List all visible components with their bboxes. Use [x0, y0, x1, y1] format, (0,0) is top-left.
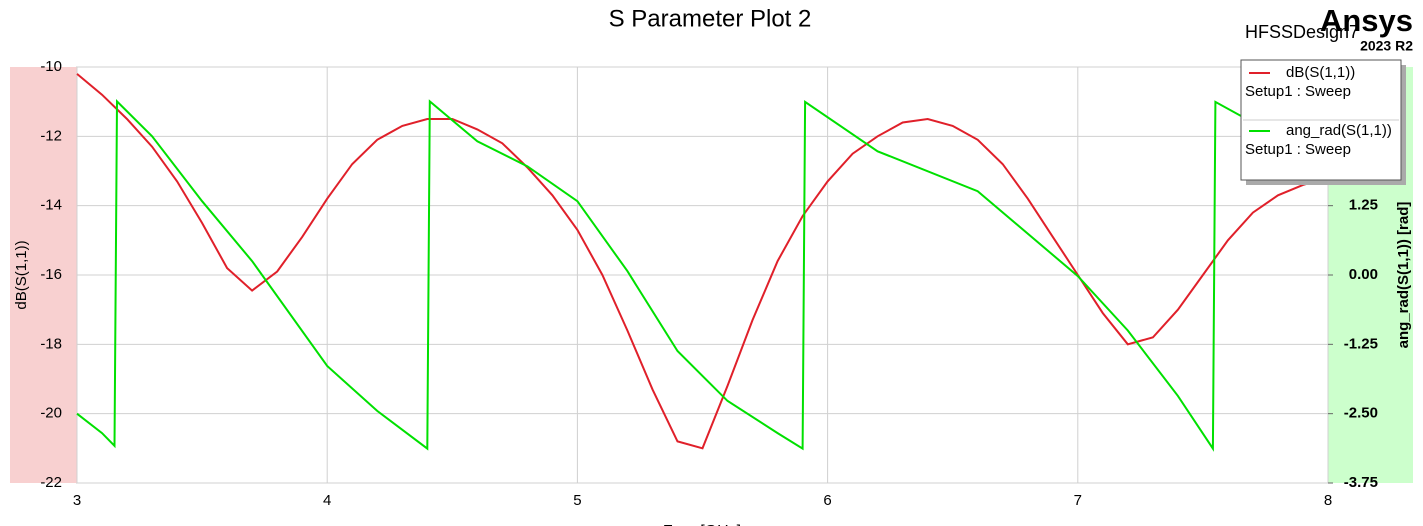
y2-tick-label: 1.25 — [1349, 197, 1378, 214]
series-line — [76, 73, 1329, 450]
legend-label: dB(S(1,1)) — [1286, 64, 1355, 81]
y2-tick-label: -1.25 — [1344, 335, 1378, 352]
x-axis-label: Freq [GHz] — [663, 523, 741, 526]
y2-axis-label: ang_rad(S(1,1)) [rad] — [1395, 202, 1412, 349]
y-tick-label: -14 — [40, 197, 62, 214]
legend-setup: Setup1 : Sweep — [1245, 141, 1351, 158]
legend-label: ang_rad(S(1,1)) — [1286, 122, 1392, 139]
y2-tick-label: -2.50 — [1344, 405, 1378, 422]
y-tick-label: -20 — [40, 405, 62, 422]
y-axis-label: dB(S(1,1)) — [13, 240, 30, 309]
y-tick-label: -12 — [40, 127, 62, 144]
y-tick-label: -10 — [40, 58, 62, 75]
legend-entries: dB(S(1,1)) Setup1 : Sweep ang_rad(S(1,1)) S… — [1245, 64, 1392, 158]
design-name: HFSSDesign7 — [1245, 22, 1359, 42]
y-tick-label: -22 — [40, 474, 62, 491]
chart-title: S Parameter Plot 2 — [609, 5, 812, 32]
series-line — [76, 99, 1329, 452]
x-tick-label: 5 — [573, 492, 581, 509]
version: 2023 R2 — [1360, 38, 1413, 54]
legend-setup: Setup1 : Sweep — [1245, 83, 1351, 100]
x-tick-label: 6 — [823, 492, 831, 509]
x-tick-label: 4 — [323, 492, 331, 509]
x-tick-label: 7 — [1074, 492, 1082, 509]
x-tick-label: 3 — [73, 492, 81, 509]
y2-tick-label: -3.75 — [1344, 474, 1378, 491]
y-tick-label: -18 — [40, 335, 62, 352]
brand: Ansys — [1320, 3, 1413, 38]
left-axis-band — [10, 67, 77, 483]
y2-tick-label: 0.00 — [1349, 266, 1378, 283]
lines — [76, 73, 1329, 452]
y-tick-label: -16 — [40, 266, 62, 283]
x-tick-label: 8 — [1324, 492, 1332, 509]
